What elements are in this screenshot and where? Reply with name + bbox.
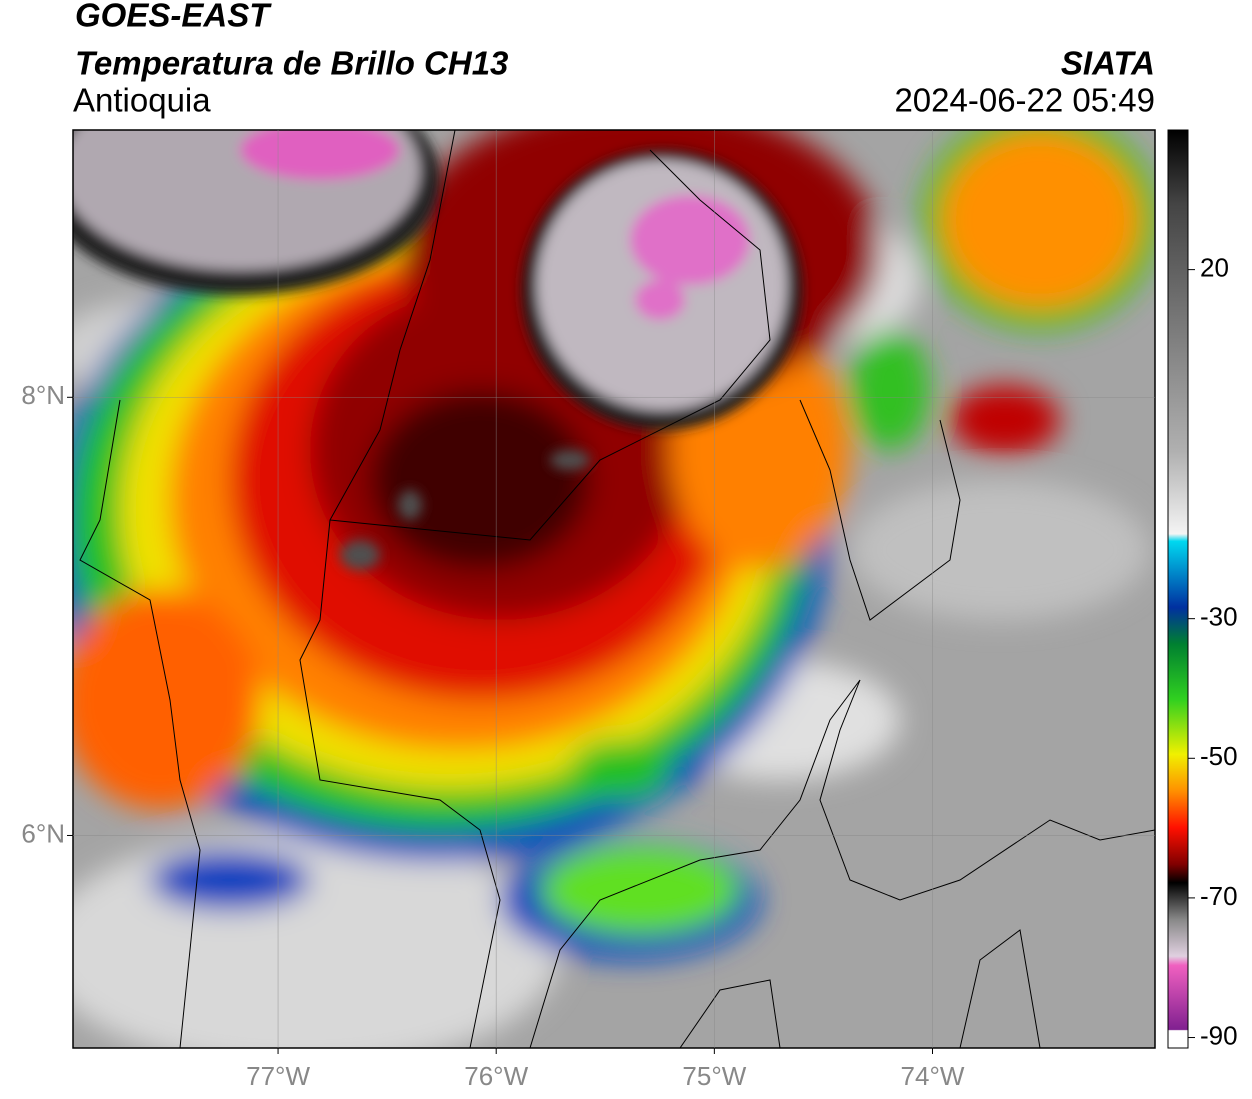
y-tick-label: 6°N: [21, 818, 65, 848]
map-frame: [72, 129, 1156, 1049]
x-tick-label: 77°W: [246, 1061, 310, 1091]
x-tick-label: 76°W: [464, 1061, 528, 1091]
colorbar-tick-label: -50: [1200, 741, 1238, 771]
y-tick-label: 8°N: [21, 380, 65, 410]
datetime: 2024-06-22 05:49: [894, 82, 1155, 119]
imagery: [73, 130, 1155, 1048]
x-tick-label: 75°W: [682, 1061, 746, 1091]
product: Temperatura de Brillo CH13: [75, 45, 508, 82]
source: SIATA: [1061, 45, 1155, 82]
colorbar: [1167, 129, 1189, 1049]
region: Antioquia: [73, 82, 211, 119]
colorbar-tick-label: -70: [1200, 881, 1238, 911]
colorbar-tick-label: -90: [1200, 1020, 1238, 1050]
title: GOES-EAST: [75, 0, 272, 34]
x-tick-label: 74°W: [901, 1061, 965, 1091]
colorbar-tick-label: 20: [1200, 252, 1229, 282]
colorbar-tick-label: -30: [1200, 602, 1238, 632]
